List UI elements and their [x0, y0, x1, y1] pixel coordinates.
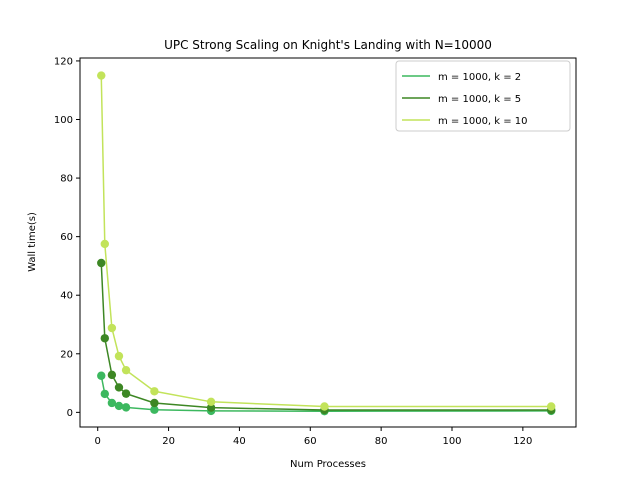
- data-point: [114, 383, 124, 392]
- axis-ticks: 0 20 40 60 80 100 120 0 20 40 60 80 100 120: [54, 56, 532, 447]
- data-point: [97, 258, 106, 268]
- data-point: [107, 370, 117, 380]
- chart-title: UPC Strong Scaling on Knight's Landing w…: [164, 38, 492, 52]
- x-tick-label: 40: [233, 436, 246, 447]
- y-axis-label: Wall time(s): [27, 212, 38, 272]
- data-point: [121, 403, 131, 412]
- data-point: [121, 389, 131, 398]
- data-point: [547, 402, 556, 411]
- y-tick-label: 0: [67, 408, 73, 419]
- y-tick-label: 80: [60, 174, 73, 185]
- data-point: [97, 71, 106, 80]
- axes-frame: [79, 57, 577, 428]
- data-point: [107, 398, 117, 408]
- x-axis-label: Num Processes: [290, 459, 366, 470]
- data-point: [97, 371, 106, 380]
- y-tick-label: 20: [60, 349, 73, 360]
- legend-entry: m = 1000, k = 2: [438, 72, 521, 83]
- series-2: [97, 258, 556, 415]
- y-tick-label: 60: [60, 232, 73, 243]
- data-point: [107, 323, 117, 333]
- y-tick-label: 40: [60, 291, 73, 302]
- legend-box: [395, 60, 571, 132]
- plot-area: [97, 71, 556, 416]
- data-point: [150, 405, 159, 414]
- x-tick-label: 0: [95, 436, 101, 447]
- series-3: [97, 71, 556, 411]
- x-tick-label: 100: [442, 436, 461, 447]
- legend-entry: m = 1000, k = 10: [438, 116, 528, 127]
- data-point: [150, 387, 159, 396]
- y-tick-label: 100: [54, 115, 73, 126]
- legend-entry: m = 1000, k = 5: [438, 94, 521, 105]
- data-point: [100, 239, 110, 249]
- data-point: [114, 351, 124, 361]
- data-point: [150, 398, 159, 408]
- data-point: [121, 365, 131, 375]
- data-point: [114, 401, 124, 411]
- data-point: [100, 334, 110, 343]
- data-point: [320, 402, 329, 411]
- x-tick-label: 120: [513, 436, 532, 447]
- x-tick-label: 80: [375, 436, 388, 447]
- y-tick-label: 120: [54, 56, 73, 67]
- legend: m = 1000, k = 2 m = 1000, k = 5 m = 1000, …: [395, 60, 571, 132]
- data-point: [100, 389, 110, 399]
- x-tick-label: 20: [162, 436, 175, 447]
- data-point: [206, 397, 216, 407]
- x-tick-label: 60: [304, 436, 317, 447]
- data-point: [206, 403, 216, 412]
